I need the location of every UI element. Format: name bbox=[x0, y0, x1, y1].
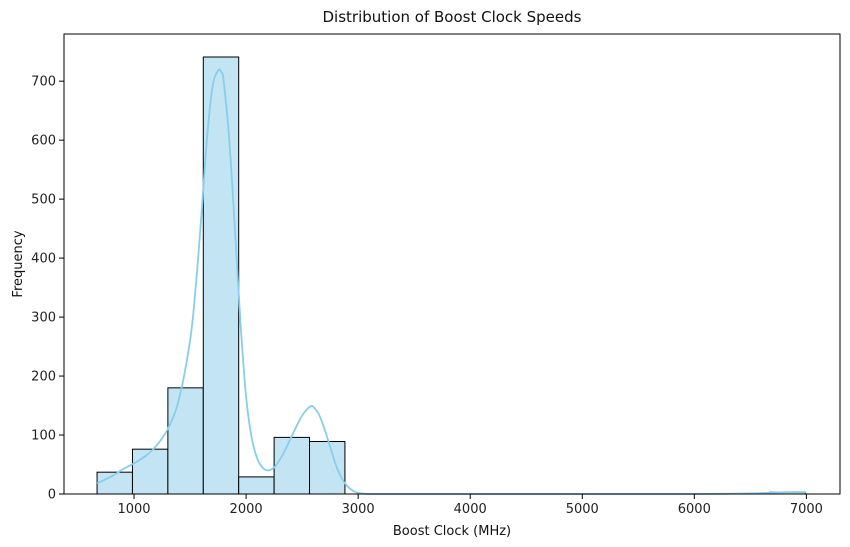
x-tick-label: 5000 bbox=[566, 502, 599, 517]
x-axis-label: Boost Clock (MHz) bbox=[393, 524, 511, 539]
bars-group bbox=[96, 56, 806, 495]
histogram-bar bbox=[131, 448, 169, 495]
y-tick-label: 200 bbox=[31, 370, 56, 385]
histogram-bar bbox=[238, 476, 275, 495]
histogram-bar bbox=[202, 56, 240, 495]
x-tick-label: 4000 bbox=[454, 502, 487, 517]
x-tick-label: 3000 bbox=[342, 502, 375, 517]
histogram-bar bbox=[167, 387, 204, 495]
histogram-bar bbox=[309, 441, 346, 495]
y-tick-label: 700 bbox=[31, 75, 56, 90]
plot-area-frame bbox=[63, 33, 841, 495]
x-tick-label: 7000 bbox=[790, 502, 823, 517]
x-axis-ticks: 1000 2000 3000 4000 5000 6000 7000 bbox=[117, 494, 823, 517]
chart-title: Distribution of Boost Clock Speeds bbox=[323, 8, 582, 26]
y-tick-label: 300 bbox=[31, 311, 56, 326]
y-tick-label: 0 bbox=[48, 488, 56, 503]
x-tick-label: 2000 bbox=[230, 502, 263, 517]
histogram-bar bbox=[273, 436, 311, 495]
x-tick-label: 6000 bbox=[678, 502, 711, 517]
x-tick-label: 1000 bbox=[117, 502, 150, 517]
y-tick-label: 100 bbox=[31, 429, 56, 444]
y-tick-label: 400 bbox=[31, 252, 56, 267]
y-tick-label: 600 bbox=[31, 134, 56, 149]
y-tick-label: 500 bbox=[31, 193, 56, 208]
y-axis-ticks: 0 100 200 300 400 500 600 700 bbox=[31, 75, 64, 503]
y-axis-label: Frequency bbox=[11, 230, 26, 297]
